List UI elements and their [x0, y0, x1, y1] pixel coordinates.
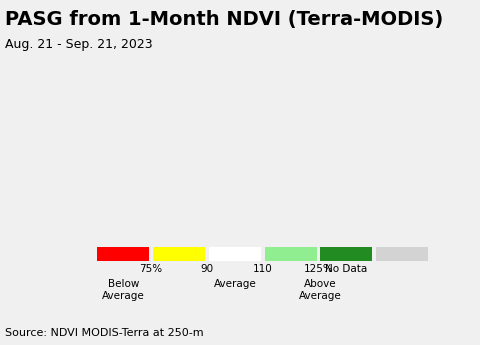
Text: 75%: 75%: [140, 264, 163, 274]
Text: 90: 90: [200, 264, 214, 274]
FancyBboxPatch shape: [153, 247, 205, 261]
FancyBboxPatch shape: [264, 247, 317, 261]
FancyBboxPatch shape: [209, 247, 261, 261]
Text: 125%: 125%: [304, 264, 334, 274]
FancyBboxPatch shape: [97, 247, 149, 261]
Text: Aug. 21 - Sep. 21, 2023: Aug. 21 - Sep. 21, 2023: [5, 38, 153, 51]
Text: 110: 110: [253, 264, 273, 274]
Text: No Data: No Data: [325, 264, 368, 274]
Text: Above
Average: Above Average: [299, 279, 342, 301]
FancyBboxPatch shape: [376, 247, 428, 261]
FancyBboxPatch shape: [321, 247, 372, 261]
Text: Below
Average: Below Average: [102, 279, 144, 301]
Text: PASG from 1-Month NDVI (Terra-MODIS): PASG from 1-Month NDVI (Terra-MODIS): [5, 10, 443, 29]
Text: Source: NDVI MODIS-Terra at 250-m: Source: NDVI MODIS-Terra at 250-m: [5, 328, 204, 338]
Text: Average: Average: [214, 279, 256, 289]
